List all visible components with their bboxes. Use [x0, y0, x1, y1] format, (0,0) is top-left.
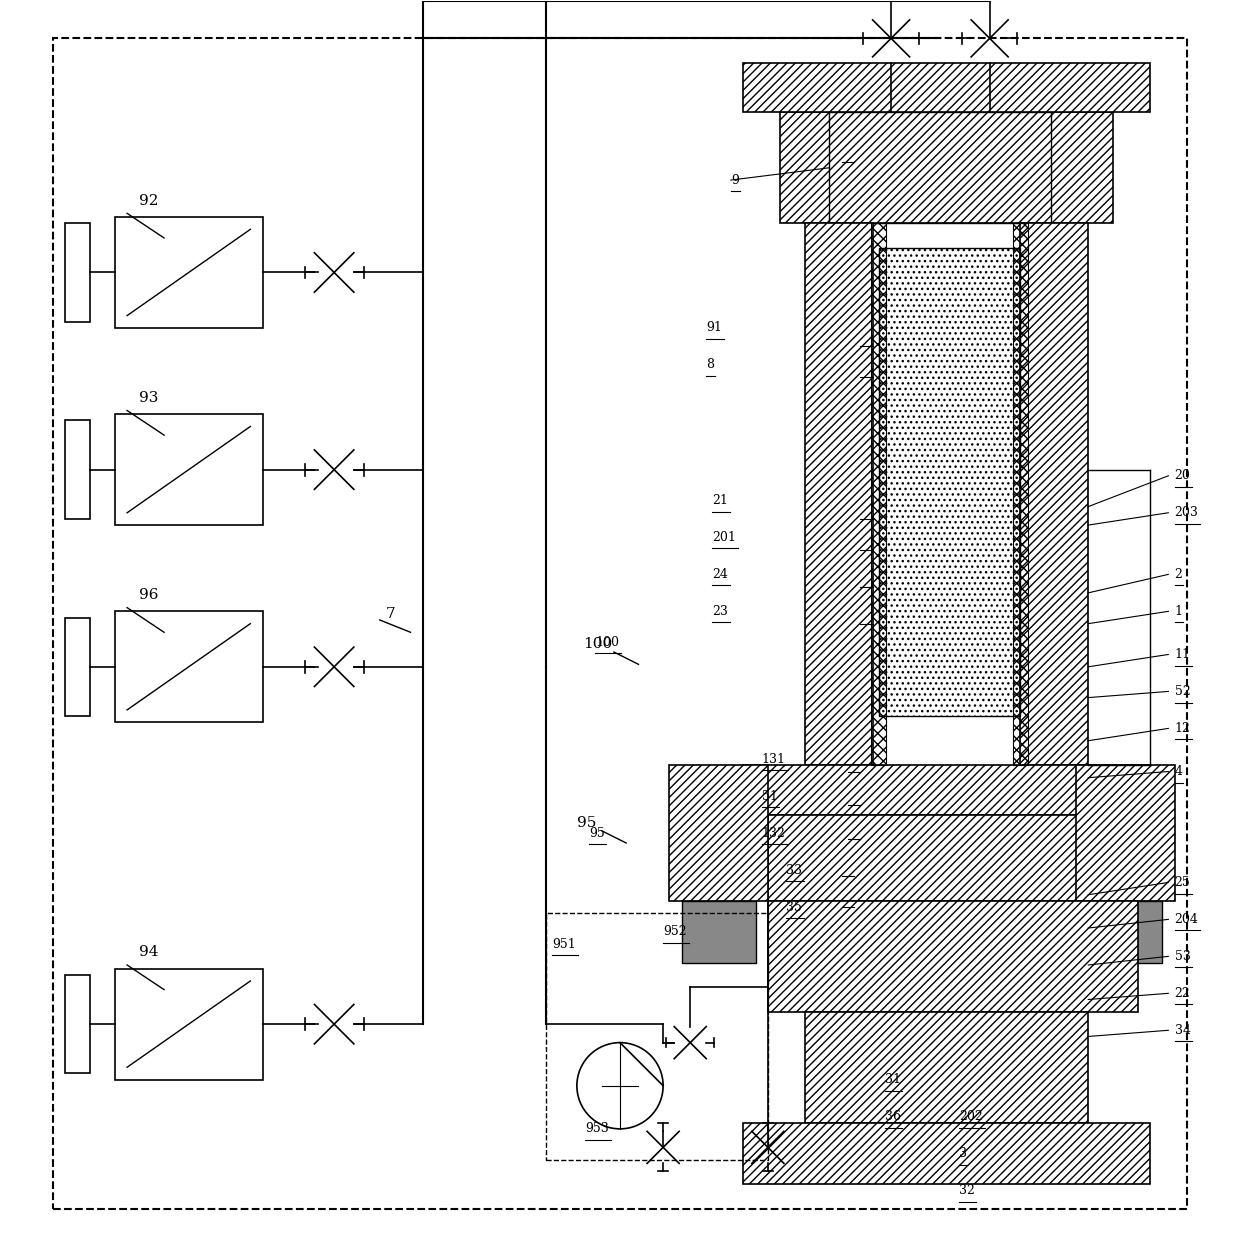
Bar: [66, 974, 91, 1073]
Text: 8: 8: [707, 358, 714, 372]
Bar: [805, 1011, 1089, 1123]
Bar: [66, 420, 91, 519]
Text: 53: 53: [1174, 950, 1190, 963]
Bar: [805, 224, 873, 766]
Text: 2: 2: [1174, 568, 1183, 580]
Text: 93: 93: [139, 390, 159, 405]
Bar: [743, 766, 1149, 815]
Text: 96: 96: [139, 588, 159, 601]
Bar: [66, 618, 91, 716]
Text: 952: 952: [663, 925, 687, 939]
Bar: [1076, 766, 1174, 900]
Bar: [768, 900, 1137, 1011]
Text: 94: 94: [139, 945, 159, 960]
Bar: [670, 766, 768, 900]
Text: 34: 34: [1174, 1024, 1190, 1037]
Bar: [872, 224, 887, 766]
Bar: [768, 815, 1137, 900]
Text: 132: 132: [761, 826, 786, 840]
Bar: [682, 900, 755, 962]
Text: 131: 131: [761, 752, 786, 766]
Text: 203: 203: [1174, 506, 1198, 519]
Text: 25: 25: [1174, 876, 1190, 889]
Bar: [115, 968, 263, 1079]
Bar: [879, 248, 1021, 716]
Text: 24: 24: [713, 568, 728, 580]
Text: 9: 9: [730, 174, 739, 186]
Text: 20: 20: [1174, 469, 1190, 483]
Text: 51: 51: [761, 789, 777, 803]
Text: 91: 91: [707, 321, 722, 335]
Text: 52: 52: [1174, 685, 1190, 698]
Bar: [115, 611, 263, 722]
Bar: [1013, 224, 1028, 766]
Text: 35: 35: [786, 900, 802, 914]
Text: 23: 23: [713, 605, 728, 618]
Bar: [1021, 224, 1089, 766]
Bar: [546, 913, 768, 1160]
Text: 3: 3: [959, 1147, 967, 1160]
Text: 1: 1: [1174, 605, 1183, 618]
Text: 22: 22: [1174, 987, 1190, 1000]
Text: 92: 92: [139, 194, 159, 207]
Bar: [1089, 900, 1162, 962]
Bar: [743, 63, 1149, 112]
Text: 4: 4: [1174, 764, 1183, 778]
Text: 11: 11: [1174, 648, 1190, 661]
Text: 204: 204: [1174, 913, 1198, 926]
Text: 12: 12: [1174, 722, 1190, 735]
Text: 202: 202: [959, 1110, 982, 1123]
Bar: [115, 414, 263, 525]
Text: 31: 31: [885, 1073, 901, 1086]
Text: 201: 201: [713, 531, 737, 543]
Text: 21: 21: [713, 494, 728, 506]
Bar: [115, 217, 263, 329]
Bar: [743, 1123, 1149, 1184]
Text: 36: 36: [885, 1110, 901, 1123]
Text: 100: 100: [595, 636, 619, 648]
Text: 33: 33: [786, 863, 802, 877]
Bar: [780, 112, 1112, 224]
Bar: [66, 224, 91, 322]
Text: 32: 32: [959, 1184, 975, 1197]
Bar: [830, 112, 1052, 224]
Text: 7: 7: [386, 606, 396, 620]
Text: 95: 95: [589, 826, 605, 840]
Text: 100: 100: [583, 637, 613, 651]
Text: 953: 953: [585, 1123, 609, 1135]
Text: 951: 951: [552, 937, 575, 951]
Text: 95: 95: [577, 816, 596, 830]
